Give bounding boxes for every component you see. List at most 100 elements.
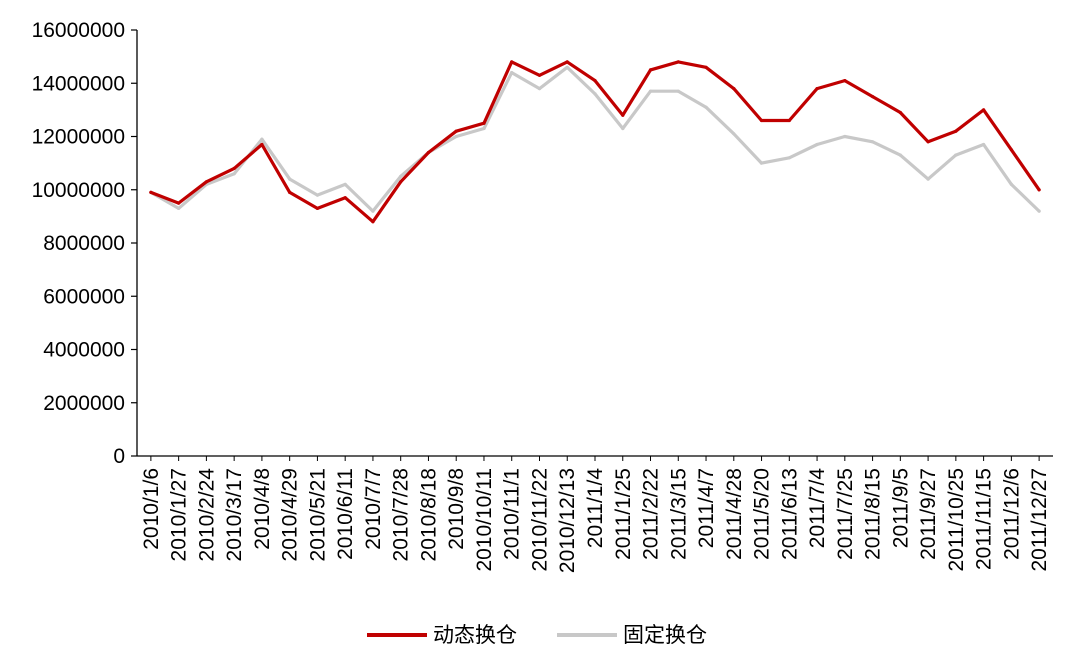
x-axis: 2010/1/6 2010/1/27 2010/2/24 2010/3/17 2010/… xyxy=(137,455,1053,573)
x-tick-label: 2010/1/27 xyxy=(168,468,191,561)
x-tick-label: 2011/7/4 xyxy=(806,468,829,549)
legend: 动态换仓 固定换仓 xyxy=(367,623,707,647)
series-line-1 xyxy=(149,65,1041,213)
legend-label: 固定换仓 xyxy=(623,623,707,647)
series-line-0 xyxy=(149,60,1041,224)
data-point xyxy=(315,206,319,210)
x-tick-label: 2011/1/4 xyxy=(584,468,607,549)
data-point xyxy=(593,92,597,96)
y-tick-label: 14000000 xyxy=(32,72,125,95)
data-point xyxy=(871,95,875,99)
data-point xyxy=(177,206,181,210)
x-tick-label: 2011/2/22 xyxy=(640,468,663,560)
data-point xyxy=(482,121,486,125)
data-point xyxy=(926,140,930,144)
data-point xyxy=(759,118,764,123)
data-point xyxy=(593,79,597,83)
data-point xyxy=(482,126,486,131)
data-point xyxy=(537,73,542,77)
data-point xyxy=(732,87,736,91)
data-point xyxy=(954,153,958,157)
data-point xyxy=(787,118,791,123)
data-point xyxy=(898,110,902,115)
data-point xyxy=(399,174,403,178)
data-point xyxy=(621,126,625,131)
data-point xyxy=(843,134,847,139)
x-tick-label: 2011/6/13 xyxy=(778,468,801,560)
data-point xyxy=(759,161,764,165)
data-point xyxy=(260,142,264,147)
data-point xyxy=(1037,188,1041,192)
x-tick-label: 2011/9/5 xyxy=(889,468,912,548)
x-tick-label: 2010/11/1 xyxy=(501,468,524,560)
data-point xyxy=(371,209,375,213)
data-point xyxy=(1037,209,1041,213)
data-point xyxy=(232,172,236,176)
y-tick-label: 8000000 xyxy=(43,232,125,255)
data-point xyxy=(510,60,514,64)
y-tick-label: 0 xyxy=(113,445,125,468)
data-point xyxy=(676,60,680,64)
x-tick-label: 2010/7/7 xyxy=(362,468,385,550)
x-tick-label: 2011/12/6 xyxy=(1000,468,1023,560)
data-point xyxy=(1009,148,1014,152)
data-point xyxy=(648,89,653,93)
data-point xyxy=(454,129,458,133)
x-tick-label: 2011/8/15 xyxy=(862,468,885,560)
data-point xyxy=(399,180,403,184)
y-axis: 0 2000000 4000000 6000000 8000000 10000000 120… xyxy=(32,19,138,468)
x-tick-label: 2010/7/28 xyxy=(390,468,413,561)
data-point xyxy=(260,137,264,141)
data-point xyxy=(343,196,347,200)
data-point xyxy=(177,201,181,205)
data-point xyxy=(704,105,708,109)
data-point xyxy=(648,68,653,72)
x-tick-label: 2010/2/24 xyxy=(195,468,218,562)
x-tick-label: 2010/11/22 xyxy=(528,468,551,572)
x-tick-label: 2011/7/25 xyxy=(834,468,857,560)
data-point xyxy=(926,177,930,181)
data-point xyxy=(510,71,514,75)
y-tick-label: 4000000 xyxy=(43,339,125,362)
x-tick-label: 2010/4/8 xyxy=(251,468,274,550)
data-point xyxy=(982,142,986,147)
data-point xyxy=(676,89,680,93)
data-point xyxy=(343,182,347,186)
x-tick-label: 2010/6/11 xyxy=(334,468,357,560)
y-tick-label: 12000000 xyxy=(32,126,125,149)
data-point xyxy=(732,132,736,136)
data-point xyxy=(898,153,902,157)
data-point xyxy=(288,190,292,194)
data-point xyxy=(843,79,847,83)
x-tick-label: 2010/10/11 xyxy=(473,468,496,572)
y-tick-label: 10000000 xyxy=(32,179,125,202)
data-point xyxy=(982,108,986,112)
x-tick-label: 2011/11/15 xyxy=(973,468,996,570)
series-layer xyxy=(149,60,1041,224)
data-point xyxy=(371,220,375,224)
data-point xyxy=(787,156,791,160)
data-point xyxy=(537,87,542,91)
data-point xyxy=(621,113,625,117)
y-tick-label: 2000000 xyxy=(43,392,125,415)
x-tick-label: 2011/9/27 xyxy=(917,468,940,560)
x-tick-label: 2011/4/28 xyxy=(723,468,746,560)
data-point xyxy=(1009,182,1014,186)
x-tick-label: 2010/5/21 xyxy=(306,468,329,561)
data-point xyxy=(426,150,431,155)
data-point xyxy=(815,87,819,91)
x-tick-label: 2010/1/6 xyxy=(140,468,163,550)
x-tick-label: 2011/12/27 xyxy=(1028,468,1051,572)
data-point xyxy=(565,65,569,69)
y-tick-label: 16000000 xyxy=(32,19,125,42)
legend-label: 动态换仓 xyxy=(433,623,517,647)
data-point xyxy=(288,177,292,181)
x-tick-label: 2010/3/17 xyxy=(223,468,246,561)
x-tick-label: 2011/10/25 xyxy=(945,468,968,572)
x-tick-label: 2011/5/20 xyxy=(751,468,774,560)
data-point xyxy=(232,166,236,170)
data-point xyxy=(871,140,875,144)
y-tick-label: 6000000 xyxy=(43,285,125,308)
data-point xyxy=(149,190,153,194)
